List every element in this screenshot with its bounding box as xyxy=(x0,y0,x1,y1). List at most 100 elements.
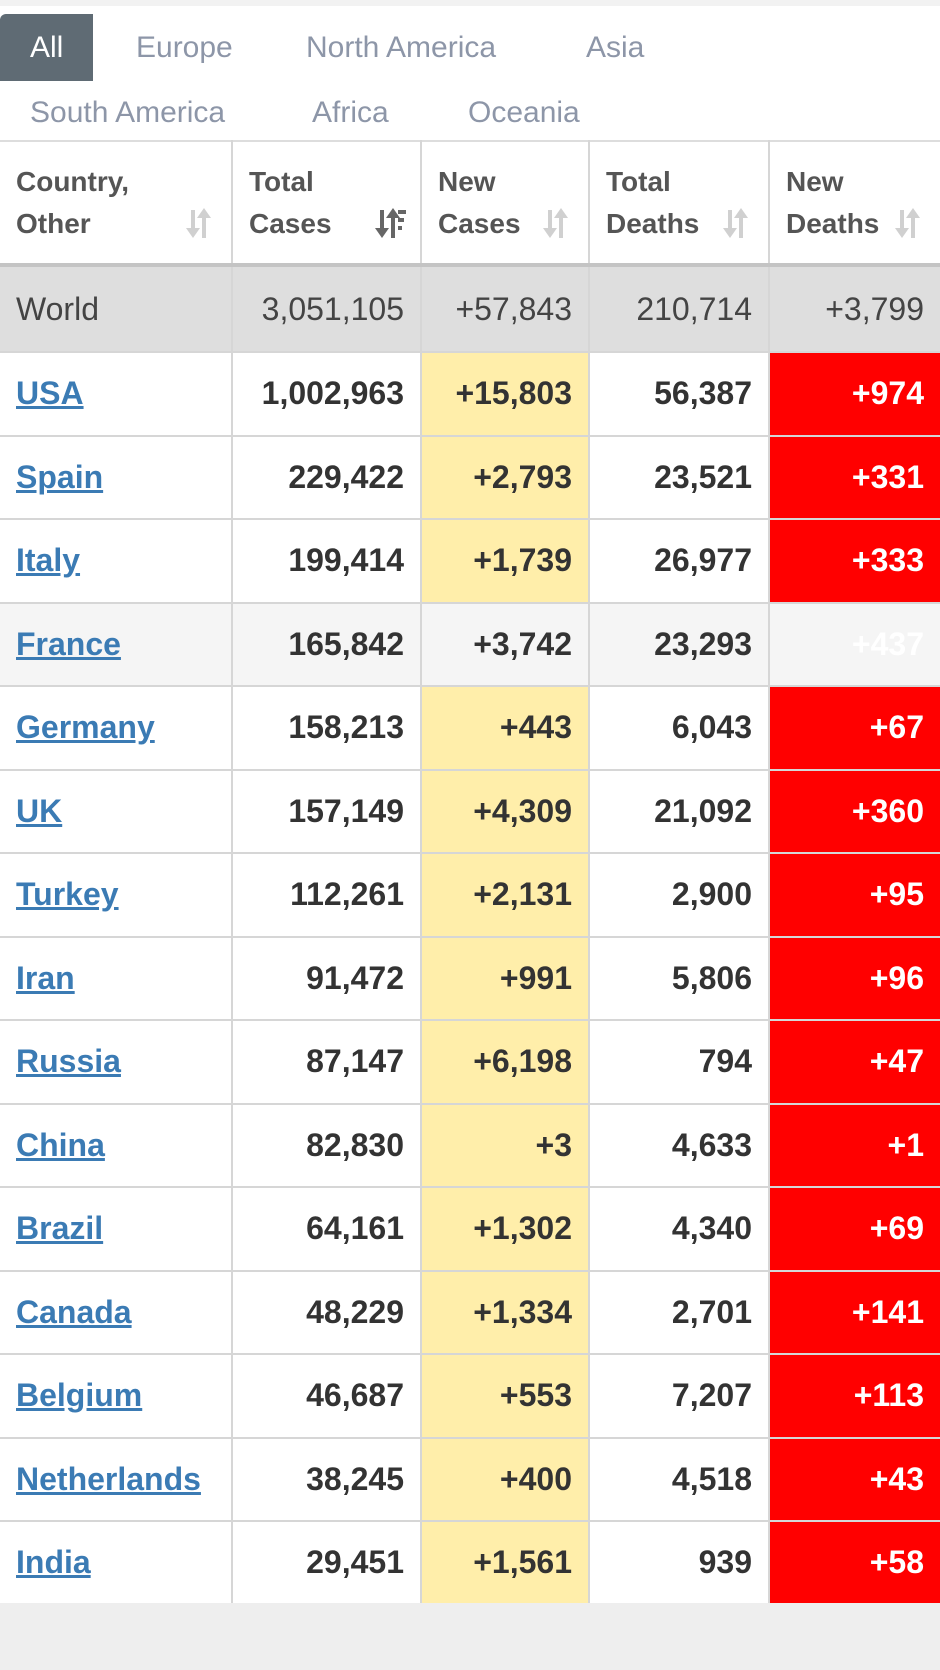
table-row: Iran 91,472 +991 5,806 +96 xyxy=(0,936,940,1021)
sort-icon xyxy=(375,208,406,238)
region-tab[interactable]: All xyxy=(0,14,94,81)
table-cell: +113 xyxy=(768,1354,940,1439)
sort-icon xyxy=(543,208,568,238)
table-cell: China xyxy=(0,1103,233,1188)
table-cell: +96 xyxy=(768,936,940,1021)
table-cell: 82,830 xyxy=(231,1103,422,1188)
table-cell: Russia xyxy=(0,1020,233,1105)
table-cell: France xyxy=(0,602,233,687)
table-cell: +2,793 xyxy=(420,435,590,520)
table-cell: 29,451 xyxy=(231,1521,422,1606)
region-tab[interactable]: Africa xyxy=(312,96,389,129)
country-link[interactable]: China xyxy=(16,1126,105,1163)
table-row: Spain 229,422 +2,793 23,521 +331 xyxy=(0,435,940,520)
table-cell: +1,561 xyxy=(420,1521,590,1606)
region-tab[interactable]: South America xyxy=(30,96,226,129)
region-tab[interactable]: Oceania xyxy=(468,96,580,129)
country-link[interactable]: Brazil xyxy=(16,1210,104,1247)
column-title: New Deaths xyxy=(786,165,880,239)
table-row: UK 157,149 +4,309 21,092 +360 xyxy=(0,769,940,854)
table-cell: +443 xyxy=(420,686,590,771)
table-cell: +437 xyxy=(768,602,940,687)
table-cell: 158,213 xyxy=(231,686,422,771)
country-link[interactable]: Canada xyxy=(16,1293,132,1330)
table-cell: Belgium xyxy=(0,1354,233,1439)
cases-table: Country, Other Total Cases New Cases Total … xyxy=(0,140,940,1606)
sort-icon xyxy=(723,208,748,238)
table-cell: 4,340 xyxy=(588,1187,770,1272)
column-header[interactable]: New Deaths xyxy=(768,141,940,267)
country-link[interactable]: India xyxy=(16,1544,91,1581)
table-cell: +553 xyxy=(420,1354,590,1439)
table-cell: Turkey xyxy=(0,853,233,938)
country-link[interactable]: Netherlands xyxy=(16,1460,201,1497)
country-link[interactable]: Germany xyxy=(16,709,155,746)
country-link[interactable]: Belgium xyxy=(16,1377,143,1414)
table-cell: Spain xyxy=(0,435,233,520)
table-cell: Iran xyxy=(0,936,233,1021)
country-link[interactable]: UK xyxy=(16,792,63,829)
table-cell: +67 xyxy=(768,686,940,771)
table-cell: 46,687 xyxy=(231,1354,422,1439)
table-cell: 4,518 xyxy=(588,1437,770,1522)
table-cell: +974 xyxy=(768,352,940,437)
header-row: Country, Other Total Cases New Cases Total … xyxy=(0,141,940,267)
table-cell: +4,309 xyxy=(420,769,590,854)
table-cell: 4,633 xyxy=(588,1103,770,1188)
country-link[interactable]: Italy xyxy=(16,542,81,579)
sort-icon xyxy=(895,208,920,238)
table-cell: 7,207 xyxy=(588,1354,770,1439)
table-cell: 6,043 xyxy=(588,686,770,771)
table-row: Canada 48,229 +1,334 2,701 +141 xyxy=(0,1270,940,1355)
region-tab[interactable]: Europe xyxy=(136,31,233,64)
table-cell: +3 xyxy=(420,1103,590,1188)
column-header[interactable]: Country, Other xyxy=(0,141,233,267)
table-row: World 3,051,105 +57,843 210,714 +3,799 xyxy=(0,265,940,353)
country-link[interactable]: Russia xyxy=(16,1043,121,1080)
table-cell: Netherlands xyxy=(0,1437,233,1522)
table-cell: +333 xyxy=(768,519,940,604)
table-cell: USA xyxy=(0,352,233,437)
column-header[interactable]: Total Deaths xyxy=(588,141,770,267)
column-header[interactable]: New Cases xyxy=(420,141,590,267)
table-row: Russia 87,147 +6,198 794 +47 xyxy=(0,1020,940,1105)
table-cell: +6,198 xyxy=(420,1020,590,1105)
table-row: Germany 158,213 +443 6,043 +67 xyxy=(0,686,940,771)
table-cell: 229,422 xyxy=(231,435,422,520)
table-cell: Canada xyxy=(0,1270,233,1355)
country-link[interactable]: USA xyxy=(16,375,84,412)
table-cell: 23,521 xyxy=(588,435,770,520)
table-cell: +15,803 xyxy=(420,352,590,437)
table-cell: +400 xyxy=(420,1437,590,1522)
table-cell: Germany xyxy=(0,686,233,771)
region-tab[interactable]: Asia xyxy=(586,31,645,64)
table-cell: 939 xyxy=(588,1521,770,1606)
column-title: Total Cases xyxy=(249,165,332,239)
column-header[interactable]: Total Cases xyxy=(231,141,422,267)
country-link[interactable]: France xyxy=(16,625,121,662)
table-cell: 91,472 xyxy=(231,936,422,1021)
table-cell: 157,149 xyxy=(231,769,422,854)
table-cell: +1,739 xyxy=(420,519,590,604)
table-cell: Italy xyxy=(0,519,233,604)
sort-icon xyxy=(186,208,211,238)
table-row: India 29,451 +1,561 939 +58 xyxy=(0,1521,940,1606)
table-cell: India xyxy=(0,1521,233,1606)
table-cell: 5,806 xyxy=(588,936,770,1021)
country-link[interactable]: Iran xyxy=(16,959,75,996)
country-link[interactable]: Spain xyxy=(16,458,104,495)
table-row: USA 1,002,963 +15,803 56,387 +974 xyxy=(0,352,940,437)
table-cell: Brazil xyxy=(0,1187,233,1272)
table-cell: +57,843 xyxy=(420,265,590,353)
column-title: New Cases xyxy=(438,165,521,239)
table-cell: +1 xyxy=(768,1103,940,1188)
table-row: Brazil 64,161 +1,302 4,340 +69 xyxy=(0,1187,940,1272)
region-tab[interactable]: North America xyxy=(306,31,497,64)
table-row: Belgium 46,687 +553 7,207 +113 xyxy=(0,1354,940,1439)
country-link[interactable]: Turkey xyxy=(16,876,119,913)
table-cell: UK xyxy=(0,769,233,854)
table-cell: 87,147 xyxy=(231,1020,422,1105)
table-cell: +47 xyxy=(768,1020,940,1105)
table-cell: +331 xyxy=(768,435,940,520)
